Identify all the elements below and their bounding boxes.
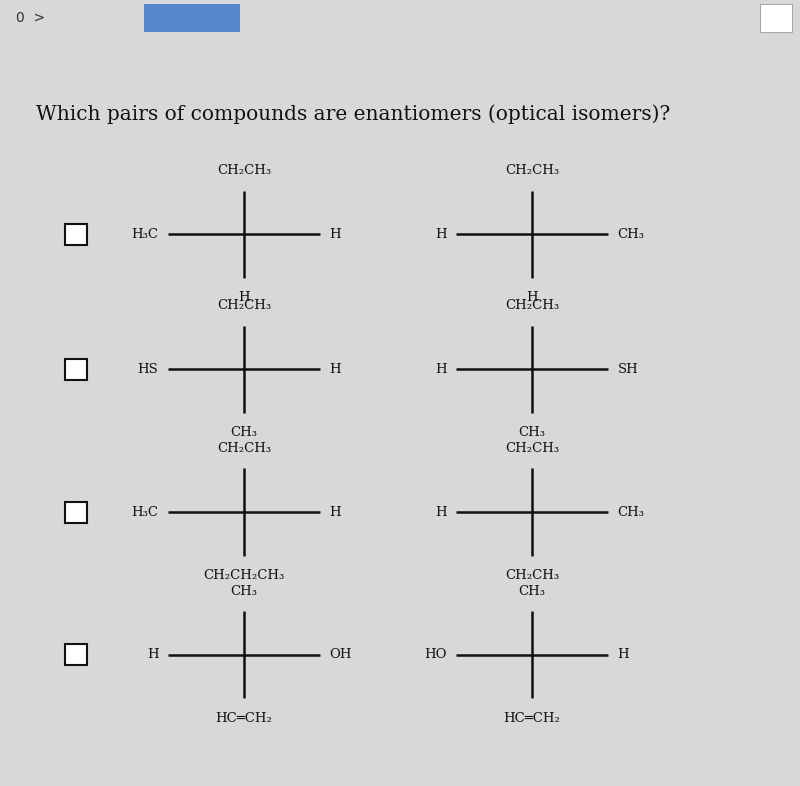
Text: CH₂CH₂CH₃: CH₂CH₂CH₃ <box>203 569 285 582</box>
Text: CH₃: CH₃ <box>230 427 258 439</box>
Text: CH₃: CH₃ <box>230 585 258 597</box>
Text: CH₂CH₃: CH₂CH₃ <box>505 164 559 177</box>
Text: CH₃: CH₃ <box>518 427 546 439</box>
Text: CH₃: CH₃ <box>618 228 645 241</box>
Text: H₃C: H₃C <box>131 228 158 241</box>
Text: 0  >: 0 > <box>16 11 45 24</box>
Bar <box>144 3 240 31</box>
Text: CH₃: CH₃ <box>618 505 645 519</box>
Bar <box>65 501 87 523</box>
Text: SH: SH <box>618 363 638 376</box>
Text: H: H <box>146 648 158 661</box>
Text: CH₂CH₃: CH₂CH₃ <box>217 164 271 177</box>
Text: H: H <box>434 228 446 241</box>
Text: H: H <box>618 648 630 661</box>
Text: H: H <box>330 363 342 376</box>
Text: H: H <box>526 292 538 304</box>
Text: H: H <box>330 228 342 241</box>
Text: CH₃: CH₃ <box>518 585 546 597</box>
Text: CH₂CH₃: CH₂CH₃ <box>505 299 559 312</box>
Text: HO: HO <box>424 648 446 661</box>
Text: HS: HS <box>138 363 158 376</box>
Text: H: H <box>238 292 250 304</box>
Text: H: H <box>434 505 446 519</box>
Text: OH: OH <box>330 648 352 661</box>
Text: Which pairs of compounds are enantiomers (optical isomers)?: Which pairs of compounds are enantiomers… <box>36 105 670 124</box>
Text: CH₂CH₃: CH₂CH₃ <box>217 299 271 312</box>
Text: H: H <box>434 363 446 376</box>
Bar <box>65 359 87 380</box>
Text: CH₂CH₃: CH₂CH₃ <box>505 569 559 582</box>
Bar <box>65 645 87 665</box>
Text: CH₂CH₃: CH₂CH₃ <box>505 442 559 455</box>
Bar <box>65 224 87 244</box>
Text: H: H <box>330 505 342 519</box>
Text: CH₂CH₃: CH₂CH₃ <box>217 442 271 455</box>
Text: HC═CH₂: HC═CH₂ <box>503 711 561 725</box>
Text: HC═CH₂: HC═CH₂ <box>215 711 273 725</box>
Bar <box>760 3 792 31</box>
Text: H₃C: H₃C <box>131 505 158 519</box>
